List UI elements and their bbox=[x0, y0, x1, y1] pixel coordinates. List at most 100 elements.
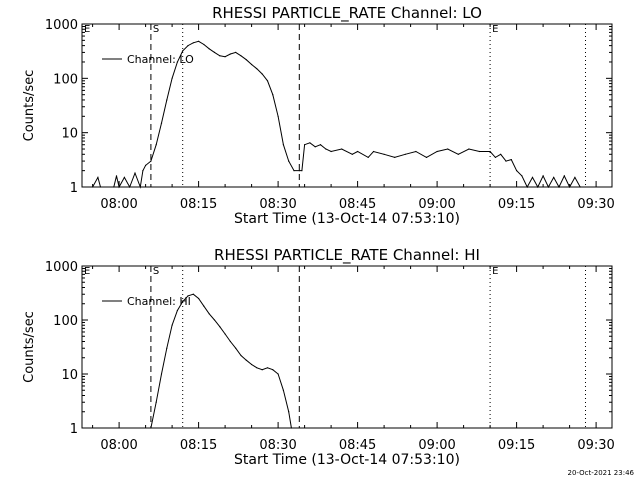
panel1-data-point bbox=[494, 156, 496, 158]
panel1-data-point bbox=[245, 59, 247, 61]
panel1-data-point bbox=[457, 153, 459, 155]
panel1-data-point bbox=[129, 186, 131, 188]
panel2-data-point bbox=[235, 347, 237, 349]
panel1-data-point bbox=[510, 159, 512, 161]
panel2-marker-label: E bbox=[492, 266, 498, 277]
panel1-data-point bbox=[150, 160, 152, 162]
panel2-data-point bbox=[224, 333, 226, 335]
panel2-y-tick-label: 100 bbox=[53, 314, 78, 329]
panel1-data-point bbox=[277, 115, 279, 117]
panel1-data-point bbox=[436, 150, 438, 153]
panel1-data-point bbox=[298, 170, 300, 172]
panel1-data-point bbox=[489, 150, 491, 153]
panel1-data-point bbox=[240, 55, 242, 57]
panel2-y-tick-label: 1000 bbox=[45, 260, 78, 275]
panel1-x-tick-label: 09:15 bbox=[498, 197, 535, 212]
panel1-data-point bbox=[500, 153, 502, 155]
panel1-data-point bbox=[301, 170, 303, 172]
panel2-data-point bbox=[277, 373, 279, 375]
panel2-data-point bbox=[171, 324, 173, 326]
panel1-data-point bbox=[425, 156, 428, 158]
panel1-data-point bbox=[142, 170, 144, 172]
panel1-data-point bbox=[155, 144, 157, 146]
panel1-data-point bbox=[261, 73, 263, 75]
panel1-data-point bbox=[468, 148, 470, 150]
panel1-y-tick-label: 1000 bbox=[45, 18, 78, 33]
panel1-data-point bbox=[569, 186, 571, 188]
panel2-data-point bbox=[187, 295, 189, 297]
panel1-x-axis-label: Start Time (13-Oct-14 07:53:10) bbox=[234, 211, 460, 227]
panel1-data-point bbox=[198, 40, 200, 42]
panel2-x-tick-label: 08:15 bbox=[180, 438, 217, 453]
panel1-data-point bbox=[304, 144, 306, 146]
panel1-data-point bbox=[282, 144, 284, 146]
panel2-data-point bbox=[266, 367, 269, 369]
panel2-series-line bbox=[150, 293, 292, 429]
panel1-data-point bbox=[563, 175, 565, 177]
panel1-data-point bbox=[266, 80, 269, 82]
panel1-data-point bbox=[505, 160, 507, 162]
panel1-marker-label: E bbox=[492, 24, 498, 35]
panel1-data-point bbox=[118, 186, 120, 188]
panel2-data-point bbox=[150, 427, 152, 429]
panel1-data-point bbox=[288, 160, 290, 162]
panel1-data-point bbox=[176, 61, 178, 63]
panel2-x-tick-label: 08:30 bbox=[259, 438, 296, 453]
panel2-data-point bbox=[203, 305, 205, 307]
panel1-data-point bbox=[521, 175, 523, 177]
panel1-data-point bbox=[341, 148, 343, 150]
panel1-data-point bbox=[97, 176, 99, 178]
panel1-data-point bbox=[235, 51, 237, 54]
panel1-data-point bbox=[558, 186, 560, 188]
panel1-marker-label: E bbox=[84, 24, 90, 35]
panel1-data-point bbox=[547, 186, 550, 188]
panel1-x-tick-label: 08:15 bbox=[180, 197, 217, 212]
panel1-data-point bbox=[160, 122, 163, 124]
panel1-data-point bbox=[182, 50, 184, 52]
panel1-title: RHESSI PARTICLE_RATE Channel: LO bbox=[212, 4, 482, 23]
panel1-y-axis-label: Counts/sec bbox=[22, 70, 37, 142]
panel1-x-tick-label: 09:30 bbox=[577, 197, 614, 212]
panel1-x-tick-label: 08:30 bbox=[259, 197, 296, 212]
panel2-data-point bbox=[261, 369, 263, 371]
panel2-data-point bbox=[192, 293, 194, 295]
panel1-data-point bbox=[145, 164, 147, 166]
panel1-legend-label: Channel: LO bbox=[127, 53, 194, 66]
panel2-y-tick-label: 10 bbox=[61, 368, 78, 383]
panel1-marker-label: S bbox=[153, 24, 159, 35]
panel1-data-point bbox=[92, 186, 94, 188]
panel1-data-point bbox=[192, 42, 194, 44]
panel2-legend-label: Channel: HI bbox=[127, 295, 191, 308]
footer-timestamp: 20-Oct-2021 23:46 bbox=[567, 469, 634, 477]
panel1-data-point bbox=[293, 170, 295, 172]
panel2-x-tick-label: 09:15 bbox=[498, 438, 535, 453]
panel1-data-point bbox=[219, 55, 221, 57]
panel1-data-point bbox=[272, 94, 274, 96]
panel2-title: RHESSI PARTICLE_RATE Channel: HI bbox=[214, 246, 480, 265]
panel1-data-point bbox=[574, 176, 576, 178]
panel1-data-point bbox=[115, 175, 118, 177]
panel1-data-point bbox=[542, 175, 544, 177]
panel2-data-point bbox=[166, 347, 168, 349]
panel2-data-point bbox=[208, 313, 210, 315]
panel1-data-point bbox=[208, 48, 210, 50]
panel1-data-point bbox=[531, 176, 534, 178]
panel2-x-tick-label: 08:00 bbox=[100, 438, 137, 453]
panel2-data-point bbox=[240, 354, 242, 357]
panel1-data-point bbox=[203, 43, 205, 46]
panel1-data-point bbox=[309, 142, 311, 144]
panel1-data-point bbox=[139, 186, 141, 188]
panel1-data-point bbox=[357, 150, 359, 153]
panel1-data-point bbox=[330, 150, 332, 153]
panel2-x-tick-label: 08:45 bbox=[339, 438, 376, 453]
panel1-data-point bbox=[213, 51, 216, 54]
panel1-data-point bbox=[229, 53, 231, 55]
panel1-data-point bbox=[113, 186, 115, 188]
panel1-data-point bbox=[383, 153, 385, 155]
panel1-data-point bbox=[351, 153, 353, 155]
panel1-data-point bbox=[478, 150, 481, 153]
panel1-data-point bbox=[516, 170, 518, 172]
panel2-data-point bbox=[182, 300, 184, 303]
panel1-data-point bbox=[325, 148, 327, 150]
panel1-data-point bbox=[123, 176, 125, 178]
